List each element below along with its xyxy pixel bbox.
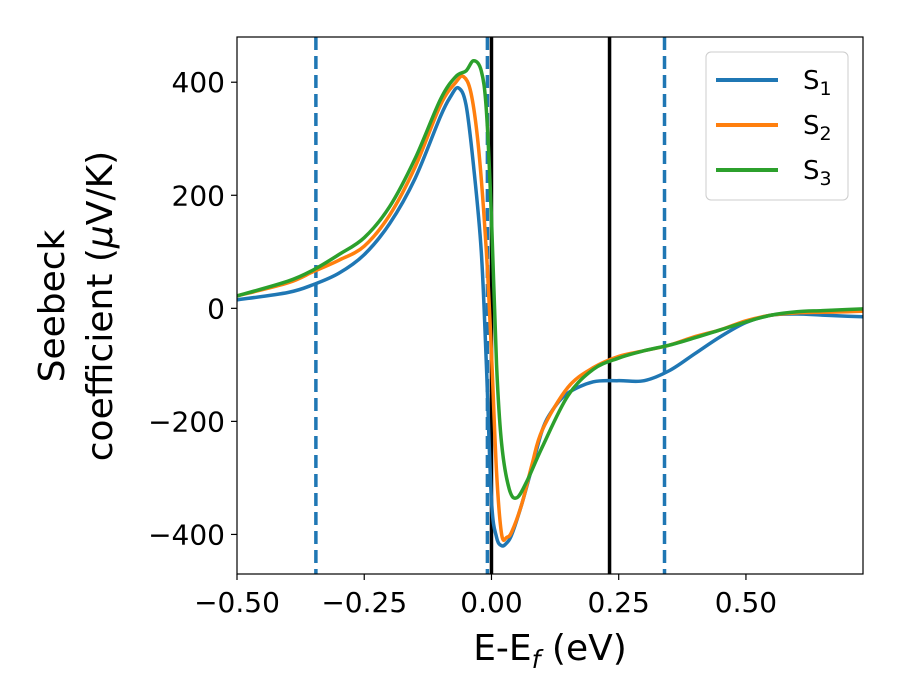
legend: S1 S2 S3	[705, 51, 849, 201]
plot-frame	[236, 36, 864, 575]
y-axis-label-post: V/K)	[80, 151, 121, 225]
legend-label-s3: S3	[803, 156, 832, 190]
y-tick-label: −400	[148, 518, 225, 551]
x-tick-label: −0.25	[321, 586, 407, 619]
x-axis: −0.50 −0.25 0.00 0.25 0.50	[194, 574, 777, 619]
y-axis-label-pre: coefficient (	[80, 248, 121, 461]
y-tick-label: 200	[172, 179, 225, 212]
legend-label-s1: S1	[803, 66, 832, 100]
y-axis-label-line2: coefficient (μV/K)	[80, 151, 121, 461]
x-tick-label: 0.25	[588, 586, 650, 619]
y-axis-label-line1: Seebeck	[32, 229, 73, 382]
y-tick-label: −200	[148, 405, 225, 438]
x-axis-label-unit: (eV)	[540, 628, 626, 669]
y-tick-label: 400	[172, 66, 225, 99]
legend-label-s2: S2	[803, 111, 832, 145]
x-axis-label-main: E-E	[473, 628, 531, 669]
x-tick-label: 0.00	[460, 586, 522, 619]
y-axis-label: Seebeck coefficient (μV/K)	[32, 151, 121, 461]
series-line-s1	[237, 85, 863, 548]
x-axis-label: E-Ef (eV)	[473, 628, 627, 674]
y-tick-label: 0	[207, 292, 225, 325]
x-tick-label: 0.50	[715, 586, 777, 619]
y-axis: −400 −200 0 200 400	[148, 66, 237, 551]
series-lines	[237, 58, 863, 548]
series-line-s3	[237, 58, 863, 500]
x-tick-label: −0.50	[194, 586, 280, 619]
y-axis-label-mu: μ	[80, 225, 121, 249]
